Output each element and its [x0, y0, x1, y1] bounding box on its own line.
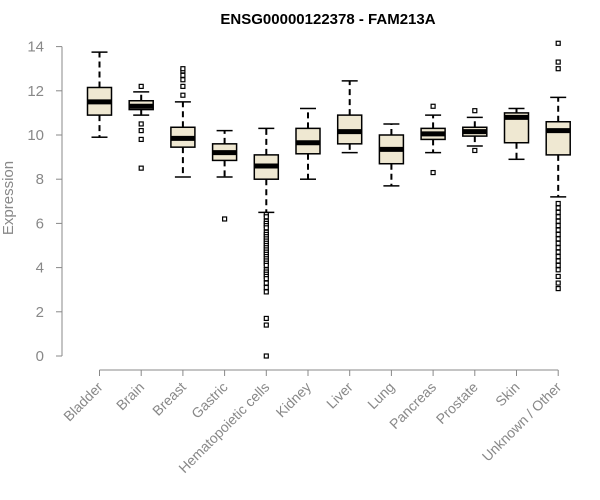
outlier-point	[555, 273, 561, 280]
y-tick-label: 14	[27, 39, 44, 56]
outlier-point	[555, 240, 561, 246]
outlier-point	[555, 66, 561, 72]
outlier-point	[263, 322, 269, 328]
outlier-point	[263, 214, 269, 220]
outlier-point	[555, 227, 561, 233]
outlier-point	[555, 245, 561, 251]
outlier-point	[263, 315, 269, 322]
x-tick-label: Kidney	[273, 379, 315, 421]
y-axis-label: Expression	[0, 161, 17, 235]
outlier-point	[430, 103, 436, 109]
outlier-point	[472, 108, 478, 114]
outlier-point	[472, 147, 478, 154]
iqr-box	[545, 120, 571, 156]
outlier-point	[555, 205, 561, 211]
outlier-point	[263, 280, 269, 286]
outlier-point	[555, 59, 561, 65]
outlier-point	[138, 121, 144, 127]
outlier-point	[430, 169, 436, 176]
box-liver	[336, 80, 363, 154]
outlier-point	[555, 236, 561, 242]
outlier-point	[180, 83, 186, 89]
outlier-point	[138, 136, 144, 143]
x-tick-label: Skin	[492, 379, 523, 410]
outlier-point	[263, 289, 269, 295]
y-tick-label: 6	[36, 215, 44, 232]
outlier-point	[555, 214, 561, 220]
box-lung	[378, 123, 405, 187]
outlier-point	[138, 83, 144, 89]
x-tick-label: Liver	[323, 379, 356, 412]
x-tick-label: Brain	[113, 379, 147, 413]
outlier-point	[222, 216, 228, 222]
box-skin	[503, 107, 530, 161]
y-tick-label: 4	[36, 260, 44, 277]
outlier-point	[263, 353, 269, 359]
outlier-point	[555, 285, 561, 292]
outlier-point	[180, 92, 186, 98]
x-tick-label: Unknown / Other	[479, 379, 565, 465]
x-tick-label: Bladder	[60, 379, 106, 425]
x-tick-label: Lung	[364, 379, 397, 412]
outlier-point	[555, 231, 561, 238]
outlier-point	[555, 267, 561, 273]
box-hematopoietic-cells	[253, 127, 280, 359]
y-tick-label: 2	[36, 304, 44, 321]
boxes-group	[86, 40, 571, 359]
box-gastric	[211, 129, 238, 222]
box-kidney	[295, 107, 321, 180]
outlier-point	[555, 253, 561, 260]
y-tick-label: 10	[27, 127, 44, 144]
box-prostate	[462, 108, 488, 154]
x-tick-label: Breast	[149, 379, 189, 419]
outlier-point	[555, 200, 561, 207]
outlier-point	[263, 276, 269, 282]
outlier-point	[263, 262, 269, 268]
outlier-point	[138, 127, 144, 134]
outlier-point	[138, 165, 144, 171]
outlier-point	[555, 258, 561, 264]
outlier-point	[263, 284, 269, 291]
y-axis: 0 2 4 6 8 10 12 14	[27, 39, 63, 365]
y-tick-label: 12	[27, 83, 44, 100]
outlier-point	[555, 218, 561, 224]
outlier-point	[555, 262, 561, 268]
box-breast	[170, 66, 196, 178]
outlier-point	[555, 249, 561, 255]
box-unknown-other	[545, 40, 571, 292]
x-tick-label: Prostate	[433, 379, 481, 427]
y-tick-label: 8	[36, 171, 44, 188]
box-brain	[128, 83, 154, 171]
box-bladder	[86, 51, 113, 138]
outlier-point	[555, 40, 561, 46]
outlier-point	[180, 66, 186, 72]
outlier-point	[180, 77, 186, 83]
outlier-point	[263, 225, 269, 231]
y-tick-label: 0	[36, 348, 44, 365]
chart-title: ENSG00000122378 - FAM213A	[220, 11, 435, 28]
box-pancreas	[420, 103, 446, 176]
outlier-point	[555, 280, 561, 286]
outlier-point	[555, 209, 561, 215]
outlier-point	[180, 72, 186, 78]
outlier-point	[555, 223, 561, 229]
